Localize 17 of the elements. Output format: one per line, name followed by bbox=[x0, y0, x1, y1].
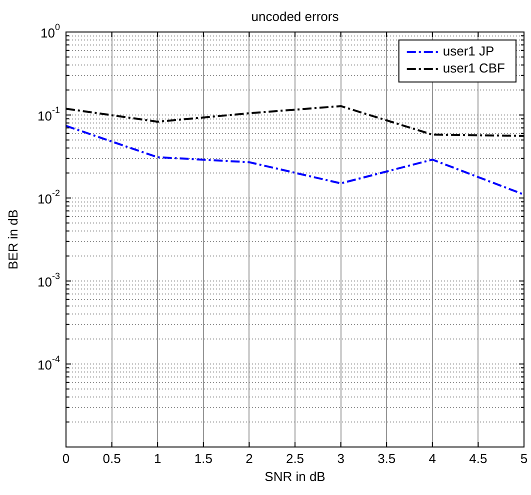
x-tick-label: 0 bbox=[62, 451, 70, 466]
x-tick-label: 3 bbox=[337, 451, 344, 466]
line-series bbox=[66, 124, 524, 196]
chart-title: uncoded errors bbox=[251, 9, 340, 24]
x-tick-label: 1 bbox=[154, 451, 162, 466]
x-tick-label: 3.5 bbox=[378, 451, 396, 466]
x-tick-label: 2.5 bbox=[286, 451, 304, 466]
x-tick-label: 1.5 bbox=[194, 451, 212, 466]
legend-label: user1 CBF bbox=[442, 60, 506, 76]
x-tick-label: 4 bbox=[428, 451, 436, 466]
x-tick-label: 2 bbox=[246, 451, 253, 466]
x-tick-label: 0.5 bbox=[102, 451, 121, 466]
x-tick-label: 4.5 bbox=[469, 451, 488, 466]
x-axis-title: SNR in dB bbox=[264, 469, 326, 484]
x-tick-label: 5 bbox=[520, 451, 528, 466]
y-axis-title: BER in dB bbox=[6, 210, 21, 270]
legend-label: user1 JP bbox=[442, 44, 494, 59]
